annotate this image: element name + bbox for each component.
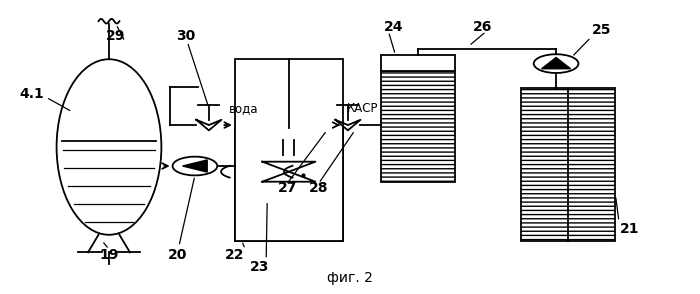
Text: фиг. 2: фиг. 2 — [327, 270, 373, 285]
Ellipse shape — [57, 59, 162, 235]
Text: КАСР: КАСР — [346, 103, 378, 116]
Text: 21: 21 — [620, 222, 639, 236]
Text: 29: 29 — [106, 29, 126, 43]
Bar — [382, 55, 455, 71]
Text: 27: 27 — [277, 181, 297, 195]
Text: 28: 28 — [309, 181, 328, 195]
Text: 26: 26 — [473, 20, 492, 34]
Text: 30: 30 — [176, 29, 195, 43]
Polygon shape — [542, 58, 570, 69]
Text: 24: 24 — [384, 20, 403, 34]
Text: 20: 20 — [168, 248, 187, 262]
Text: 22: 22 — [225, 248, 244, 262]
Text: вода: вода — [228, 103, 258, 116]
Bar — [522, 88, 615, 240]
Circle shape — [533, 54, 578, 73]
Text: 25: 25 — [592, 23, 611, 37]
Bar — [234, 128, 343, 240]
Bar — [234, 59, 343, 240]
Bar — [382, 71, 455, 182]
Text: 23: 23 — [249, 260, 269, 274]
Text: 19: 19 — [99, 248, 119, 262]
Text: 4.1: 4.1 — [20, 87, 45, 101]
Circle shape — [173, 157, 217, 176]
Polygon shape — [183, 160, 207, 172]
